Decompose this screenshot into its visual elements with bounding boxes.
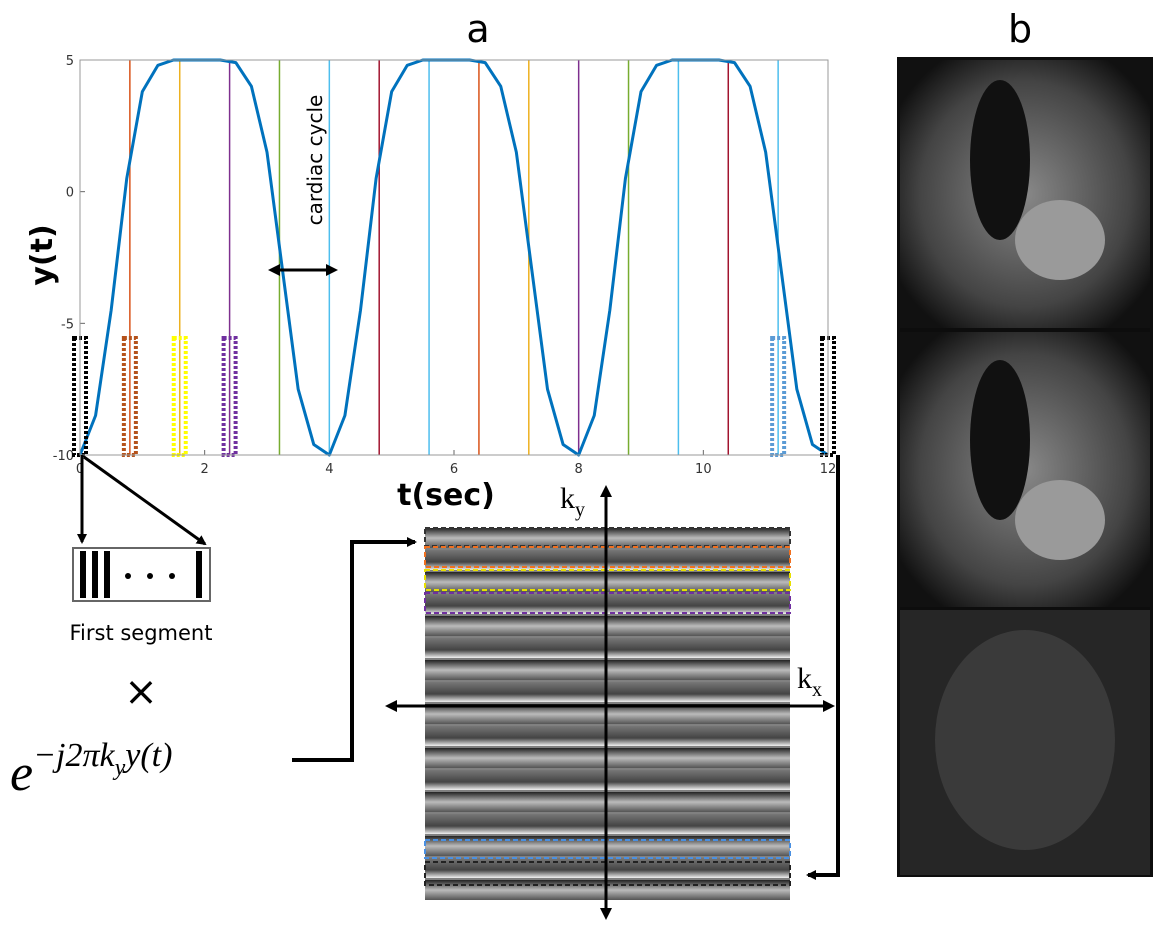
y-axis-label: y(t) [25, 224, 60, 285]
times: × [124, 669, 158, 715]
bar [196, 551, 202, 598]
eq-sub: y [113, 755, 126, 781]
x-tick-label: 10 [695, 462, 712, 477]
x-tick-label: 6 [450, 462, 458, 477]
bar [80, 551, 86, 598]
k: k [797, 662, 812, 695]
x-tick-label: 2 [201, 462, 209, 477]
equation: e−j2πkyy(t) [10, 737, 172, 802]
segment-label: First segment [70, 621, 213, 645]
y-tick-label: 0 [66, 186, 74, 201]
mri-organ [1015, 480, 1105, 560]
x-axis-label: t(sec) [397, 478, 495, 513]
eq-exp: −j2πk [33, 737, 115, 774]
x-tick-label: 8 [575, 462, 583, 477]
sub: x [812, 679, 822, 701]
k: k [560, 482, 575, 515]
bar [92, 551, 98, 598]
x-tick-label: 4 [325, 462, 333, 477]
mri-organ [1015, 200, 1105, 280]
mri-lung [970, 80, 1030, 240]
dot [125, 573, 131, 579]
plot-frame [80, 60, 828, 455]
arrow [292, 542, 415, 760]
data-line [80, 60, 828, 455]
y-tick-label: -5 [61, 317, 74, 332]
x-tick-label: 12 [820, 462, 837, 477]
segment-icon [73, 548, 210, 601]
sub: y [575, 499, 585, 521]
dot [147, 573, 153, 579]
kx-label: kx [797, 662, 822, 701]
arrow [84, 457, 205, 544]
panel-label: a [466, 7, 489, 51]
mri-panel [897, 57, 1153, 877]
arrow [808, 455, 838, 875]
mri-diff [935, 630, 1115, 850]
eq-tail: y(t) [122, 737, 172, 774]
panel-label: b [1008, 7, 1032, 51]
y-tick-label: 5 [66, 54, 74, 69]
dot [169, 573, 175, 579]
ky-label: ky [560, 482, 585, 521]
annotation: cardiac cycle [303, 95, 327, 226]
mri-lung [970, 360, 1030, 520]
bar [104, 551, 110, 598]
figure: a b y(t) t(sec) -10-505024681012 cardiac… [0, 0, 1163, 925]
y-tick-label: -10 [53, 449, 74, 464]
eq-base: e [10, 745, 33, 802]
